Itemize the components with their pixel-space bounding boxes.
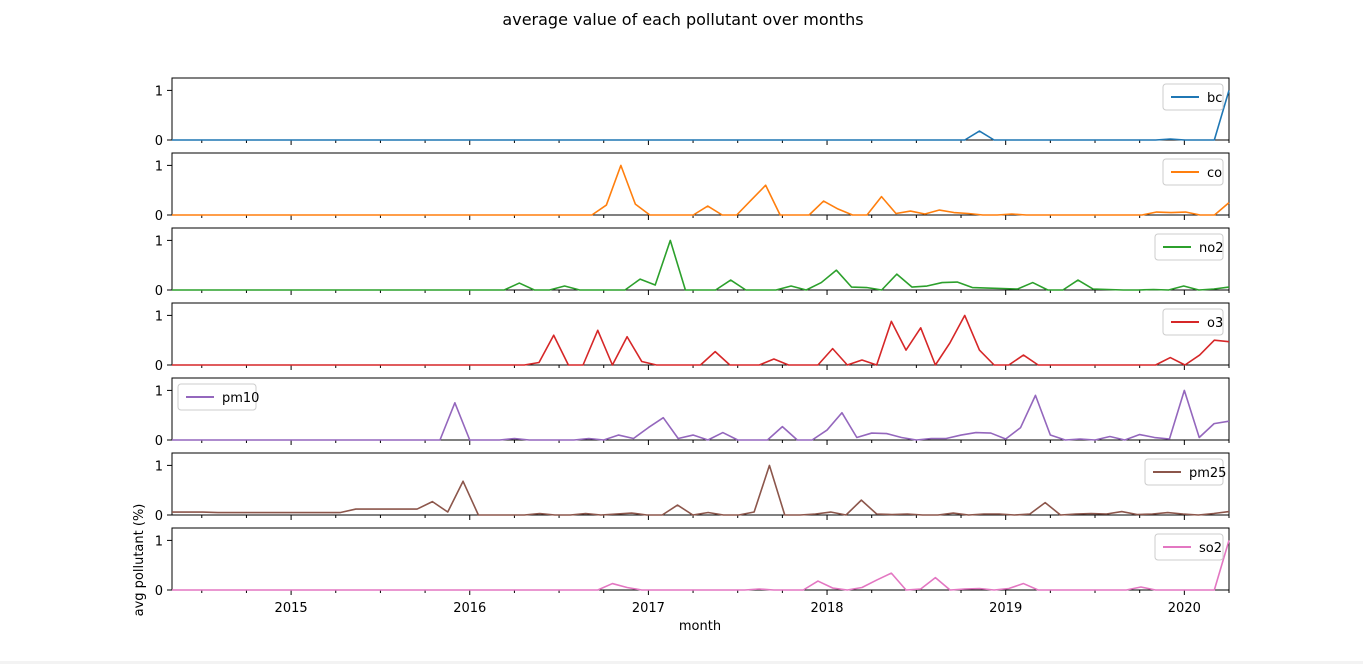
legend-bc: bc [1162,83,1224,111]
y-tick-label: 1 [155,309,163,324]
y-tick-label: 1 [155,384,163,399]
axes-frame-o3 [171,302,1230,366]
legend-label: co [1207,166,1222,181]
x-tick-label: 2020 [1168,601,1201,616]
subplot-pm25: 0 1 pm25 [155,452,1230,524]
legend-label: bc [1207,91,1222,106]
axes-frame-pm10 [171,377,1230,441]
y-tick-label: 0 [155,509,163,524]
y-axis-label: avg pollutant (%) [132,504,147,617]
subplot-panels: 0 1 bc 0 1 co 0 1 no2 0 1 o3 0 1 pm10 0 1 pm25 0 1 so2 [155,77,1230,599]
y-tick-label: 1 [155,534,163,549]
x-tick-label: 2018 [810,601,843,616]
y-tick-label: 1 [155,234,163,249]
chart-title: average value of each pollutant over mon… [502,10,863,29]
subplot-co: 0 1 co [155,152,1230,224]
x-tick-label: 2015 [275,601,308,616]
x-axis-ticks: 2015 2016 2017 2018 2019 2020 [275,601,1201,616]
subplot-o3: 0 1 o3 [155,302,1230,374]
series-line-co [172,164,1230,216]
bottom-strip [0,661,1363,664]
y-tick-label: 1 [155,84,163,99]
x-tick-label: 2019 [989,601,1022,616]
legend-co: co [1162,158,1224,186]
series-line-pm10 [172,389,1230,441]
legend-box [177,383,257,411]
axes-frame-so2 [171,527,1230,591]
legend-label: no2 [1199,241,1223,256]
x-axis-label: month [679,619,721,634]
x-tick-label: 2017 [632,601,665,616]
legend-box [1144,458,1224,486]
legend-o3: o3 [1162,308,1224,336]
series-line-pm25 [172,464,1230,516]
legend-no2: no2 [1154,233,1224,261]
y-tick-label: 0 [155,359,163,374]
axes-frame-bc [171,77,1230,141]
subplot-no2: 0 1 no2 [155,227,1230,299]
series-line-bc [172,90,1230,141]
legend-label: pm10 [222,391,259,406]
subplot-bc: 0 1 bc [155,77,1230,149]
y-tick-label: 0 [155,434,163,449]
y-tick-label: 0 [155,134,163,149]
legend-so2: so2 [1154,533,1224,561]
x-tick-label: 2016 [453,601,486,616]
y-tick-label: 0 [155,584,163,599]
legend-pm25: pm25 [1144,458,1226,486]
series-line-no2 [172,239,1230,291]
legend-pm10: pm10 [177,383,259,411]
legend-label: o3 [1207,316,1223,331]
series-line-o3 [172,314,1230,366]
subplot-pm10: 0 1 pm10 [155,377,1230,449]
subplot-so2: 0 1 so2 [155,527,1230,599]
y-tick-label: 1 [155,459,163,474]
series-line-so2 [172,540,1230,591]
axes-frame-no2 [171,227,1230,291]
y-tick-label: 0 [155,284,163,299]
legend-label: pm25 [1189,466,1226,481]
y-tick-label: 0 [155,209,163,224]
axes-frame-pm25 [171,452,1230,516]
legend-label: so2 [1199,541,1222,556]
y-tick-label: 1 [155,159,163,174]
axes-frame-co [171,152,1230,216]
